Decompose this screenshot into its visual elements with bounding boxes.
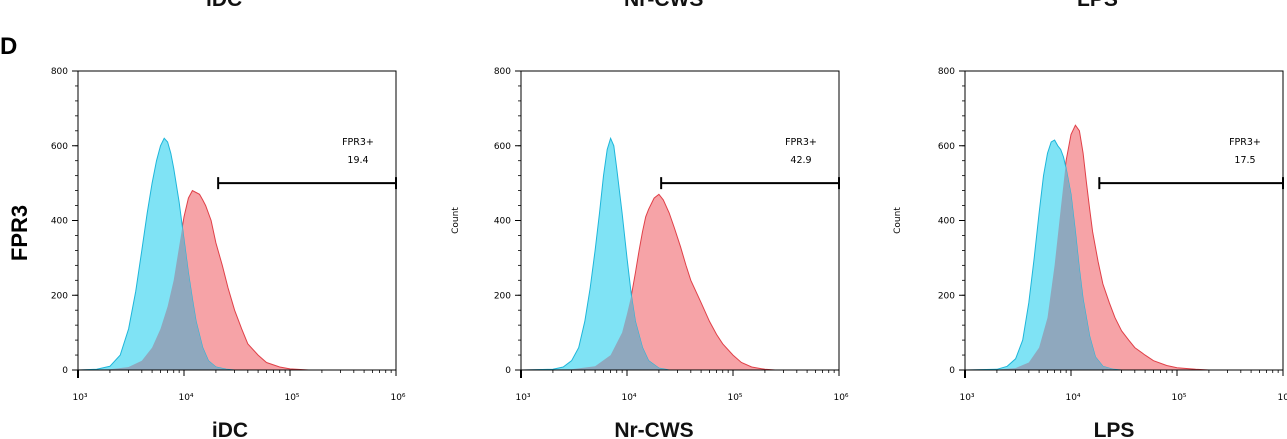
panel-title: iDC bbox=[212, 419, 248, 439]
x-tick-label: 10⁵ bbox=[727, 393, 742, 403]
y-tick-label: 400 bbox=[938, 217, 955, 227]
control-histogram bbox=[964, 139, 1283, 371]
x-tick-label: 10³ bbox=[515, 393, 530, 403]
control-histogram bbox=[77, 137, 396, 371]
top-title-nr-cws: Nr-CWS bbox=[624, 0, 703, 12]
y-tick-label: 800 bbox=[51, 67, 68, 77]
gate-value: 42.9 bbox=[790, 155, 811, 166]
y-tick-label: 0 bbox=[62, 366, 68, 376]
x-tick-label: 10⁴ bbox=[178, 393, 193, 403]
y-tick-label: 600 bbox=[938, 142, 955, 152]
gate-value: 17.5 bbox=[1234, 155, 1255, 166]
y-axis-label: Count bbox=[893, 207, 903, 234]
panel-title: LPS bbox=[1094, 419, 1135, 439]
y-tick-label: 400 bbox=[494, 217, 511, 227]
x-tick-label: 10⁶ bbox=[1277, 393, 1287, 403]
sample-histogram bbox=[520, 193, 839, 371]
x-tick-label: 10⁶ bbox=[390, 393, 405, 403]
control-histogram bbox=[520, 136, 839, 371]
gate-value: 19.4 bbox=[347, 155, 368, 166]
y-tick-label: 800 bbox=[938, 67, 955, 77]
x-tick-label: 10⁵ bbox=[1171, 393, 1186, 403]
y-tick-label: 0 bbox=[505, 366, 511, 376]
x-tick-label: 10³ bbox=[959, 393, 974, 403]
x-tick-label: 10⁴ bbox=[1065, 393, 1080, 403]
x-tick-label: 10⁴ bbox=[621, 393, 636, 403]
y-tick-label: 200 bbox=[51, 291, 68, 301]
y-tick-label: 0 bbox=[949, 366, 955, 376]
y-tick-label: 600 bbox=[51, 142, 68, 152]
y-tick-label: 400 bbox=[51, 217, 68, 227]
x-tick-label: 10⁶ bbox=[833, 393, 848, 403]
top-title-idc: iDC bbox=[206, 0, 242, 12]
y-tick-label: 600 bbox=[494, 142, 511, 152]
gate-name: FPR3+ bbox=[785, 137, 817, 148]
x-tick-label: 10³ bbox=[72, 393, 87, 403]
y-tick-label: 200 bbox=[938, 291, 955, 301]
x-tick-label: 10⁵ bbox=[284, 393, 299, 403]
y-tick-label: 200 bbox=[494, 291, 511, 301]
gate-name: FPR3+ bbox=[342, 137, 374, 148]
histogram-chart-lps: 0 200 400 600 800 10³ 10⁴ 10⁵ 10⁶ FPR3+ 17.5 Count L… bbox=[893, 67, 1287, 439]
plot-frame bbox=[964, 70, 1284, 371]
gate-name: FPR3+ bbox=[1229, 137, 1261, 148]
panel-title: Nr-CWS bbox=[614, 419, 693, 439]
histogram-chart-nr-cws: 0 200 400 600 800 10³ 10⁴ 10⁵ 10⁶ FPR3+ 42.9 Count N… bbox=[451, 67, 849, 439]
panel-letter: D bbox=[0, 33, 18, 60]
top-title-lps: LPS bbox=[1077, 0, 1118, 12]
y-tick-label: 800 bbox=[494, 67, 511, 77]
histogram-chart-idc: 0 200 400 600 800 10³ 10⁴ 10⁵ 10⁶ FPR3+ 19.4 iDC bbox=[51, 67, 406, 439]
y-axis-label: Count bbox=[451, 207, 461, 234]
